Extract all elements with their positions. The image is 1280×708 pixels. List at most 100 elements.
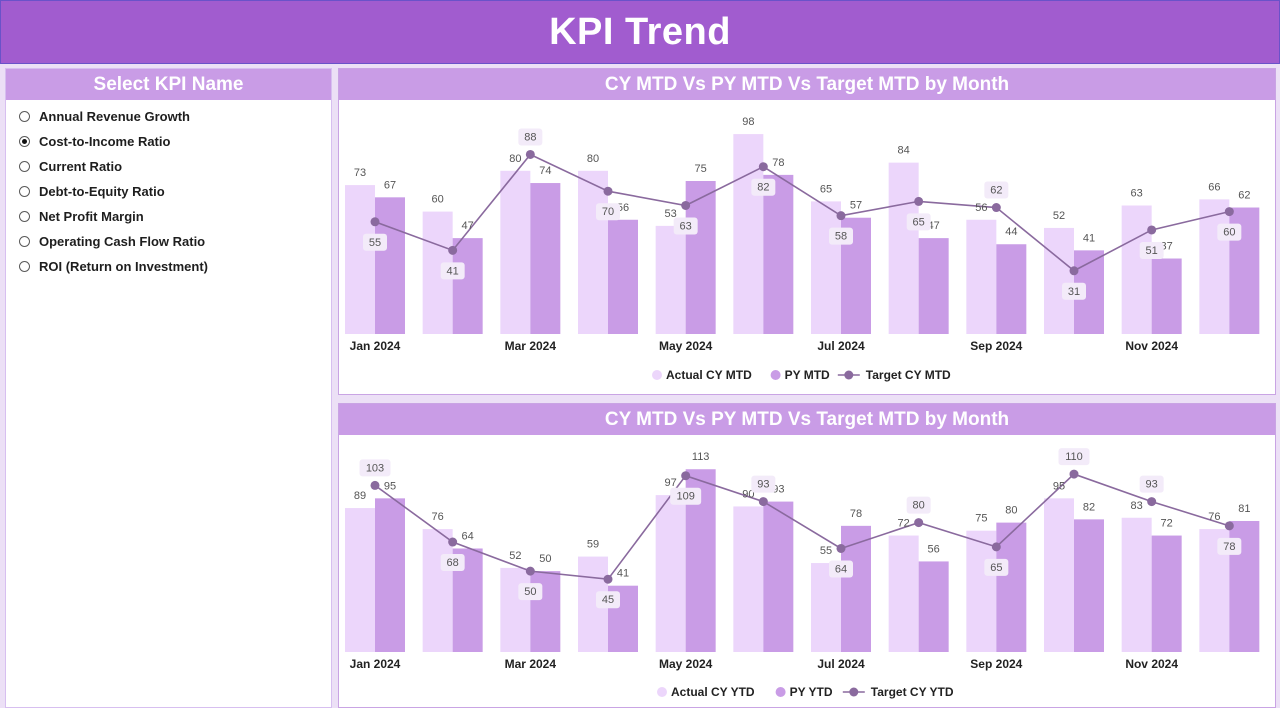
target-label-bg [751, 475, 776, 493]
target-label-bg [906, 213, 931, 231]
actual-bar [1044, 498, 1074, 652]
kpi-option[interactable]: ROI (Return on Investment) [6, 254, 331, 279]
slicer-title: Select KPI Name [6, 69, 331, 100]
actual-bar [345, 508, 375, 652]
target-point [681, 200, 691, 210]
kpi-option[interactable]: Annual Revenue Growth [6, 104, 331, 129]
py-bar [375, 197, 405, 334]
target-point [758, 497, 768, 507]
target-label-bg [1139, 475, 1164, 493]
radio-button[interactable] [19, 111, 30, 122]
x-tick-label: Jul 2024 [817, 339, 865, 353]
actual-value-label: 60 [432, 194, 444, 206]
kpi-option[interactable]: Debt-to-Equity Ratio [6, 179, 331, 204]
chart-title: CY MTD Vs PY MTD Vs Target MTD by Month [339, 69, 1275, 100]
actual-value-label: 80 [587, 153, 599, 165]
target-point [681, 471, 691, 481]
actual-value-label: 66 [1208, 181, 1220, 193]
kpi-option[interactable]: Current Ratio [6, 154, 331, 179]
radio-button[interactable] [19, 211, 30, 222]
actual-value-label: 76 [1208, 511, 1220, 523]
py-value-label: 95 [384, 480, 396, 492]
actual-value-label: 76 [432, 511, 444, 523]
kpi-option-label: Net Profit Margin [39, 209, 144, 224]
actual-value-label: 65 [820, 183, 832, 195]
target-label-bg [1217, 223, 1242, 241]
target-value-label: 103 [366, 462, 384, 474]
target-label-bg [440, 554, 465, 572]
target-value-label: 51 [1146, 245, 1158, 257]
target-point [1069, 469, 1079, 479]
actual-bar [1121, 517, 1152, 652]
target-value-label: 45 [602, 594, 614, 606]
kpi-option[interactable]: Operating Cash Flow Ratio [6, 229, 331, 254]
target-point [448, 537, 458, 547]
x-tick-label: May 2024 [659, 339, 713, 353]
kpi-option-label: ROI (Return on Investment) [39, 259, 209, 274]
actual-bar [733, 506, 764, 652]
target-label-bg [596, 203, 620, 221]
py-value-label: 72 [1161, 518, 1173, 530]
py-bar [1074, 519, 1104, 652]
target-point [836, 543, 846, 553]
radio-button[interactable] [19, 236, 30, 247]
actual-value-label: 53 [665, 208, 677, 220]
legend-target-label: Target CY YTD [871, 685, 954, 699]
py-value-label: 67 [384, 179, 396, 191]
legend-py-marker [770, 370, 781, 380]
actual-bar [888, 535, 919, 652]
target-value-label: 82 [757, 182, 769, 194]
actual-value-label: 73 [354, 167, 366, 179]
actual-bar [811, 201, 841, 334]
target-value-label: 62 [990, 185, 1002, 197]
radio-button[interactable] [19, 261, 30, 272]
target-value-label: 60 [1223, 227, 1235, 239]
kpi-option[interactable]: Cost-to-Income Ratio [6, 129, 331, 154]
radio-button[interactable] [19, 186, 30, 197]
target-value-label: 31 [1068, 286, 1080, 298]
py-bar [918, 238, 949, 334]
actual-value-label: 80 [509, 153, 521, 165]
actual-bar [422, 529, 453, 652]
actual-bar [655, 495, 686, 652]
actual-value-label: 83 [1131, 500, 1143, 512]
target-label-bg [518, 128, 543, 146]
target-value-label: 93 [757, 479, 769, 491]
target-value-label: 63 [680, 220, 692, 232]
actual-value-label: 95 [1053, 480, 1065, 492]
target-label-bg [906, 496, 931, 514]
actual-value-label: 84 [898, 145, 910, 157]
target-point [448, 245, 458, 255]
target-label-bg [440, 262, 465, 280]
radio-button[interactable] [19, 161, 30, 172]
x-tick-label: Jan 2024 [350, 339, 401, 353]
target-label-bg [1139, 241, 1164, 259]
legend: Actual CY YTD PY YTD Target CY YTD [657, 685, 954, 699]
page-header: KPI Trend [0, 0, 1280, 64]
kpi-slicer: Select KPI Name Annual Revenue Growth Co… [5, 68, 332, 708]
target-value-label: 109 [676, 491, 694, 503]
actual-bar [1044, 227, 1074, 334]
actual-bar [966, 530, 997, 652]
actual-value-label: 90 [742, 488, 754, 500]
radio-button[interactable] [19, 136, 30, 147]
py-bar [763, 174, 794, 334]
kpi-option-label: Annual Revenue Growth [39, 109, 190, 124]
py-value-label: 64 [462, 530, 474, 542]
ytd-chart-panel: CY MTD Vs PY MTD Vs Target MTD by Month … [338, 403, 1276, 708]
target-value-label: 50 [524, 586, 536, 598]
target-label-bg [596, 591, 620, 609]
x-tick-label: Nov 2024 [1125, 657, 1178, 671]
kpi-option[interactable]: Net Profit Margin [6, 204, 331, 229]
kpi-list: Annual Revenue Growth Cost-to-Income Rat… [6, 100, 331, 279]
actual-value-label: 63 [1131, 187, 1143, 199]
py-bar [1151, 535, 1182, 652]
py-value-label: 81 [1238, 503, 1250, 515]
target-point [1147, 497, 1157, 507]
x-tick-label: May 2024 [659, 657, 713, 671]
actual-bar [888, 162, 919, 334]
target-point [758, 162, 768, 172]
py-bar [452, 238, 483, 334]
